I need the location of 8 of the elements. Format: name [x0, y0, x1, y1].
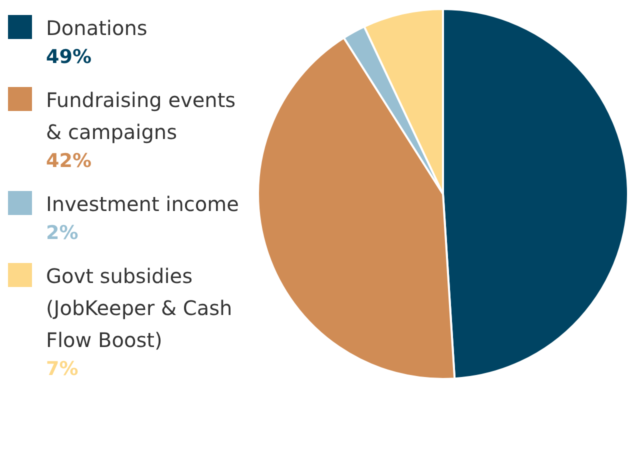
legend-label: Govt subsidies (JobKeeper & Cash Flow Boost) [46, 263, 234, 354]
legend-label: Donations [46, 15, 148, 42]
legend-label: Fundraising events & campaigns [46, 87, 237, 146]
data-label: 42% [46, 149, 92, 174]
data-label: 7% [46, 357, 80, 382]
data-label: 2% [46, 221, 80, 246]
data-label: 49% [46, 45, 92, 70]
legend-label: Investment income [46, 191, 239, 218]
